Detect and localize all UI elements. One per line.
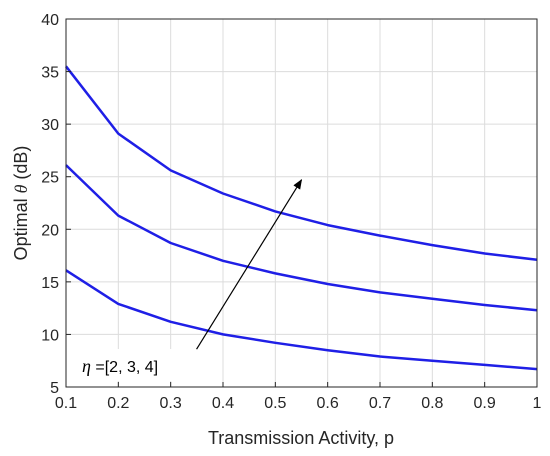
y-axis-ticks: 5 10 15 20 25 30 35 40 xyxy=(41,12,71,397)
y-tick-label: 35 xyxy=(41,65,59,82)
x-tick-label: 0.3 xyxy=(160,395,182,412)
x-tick-label: 0.6 xyxy=(317,395,339,412)
y-tick-label: 10 xyxy=(41,327,59,344)
annotation-text: =[2, 3, 4] xyxy=(91,359,158,376)
y-tick-label: 40 xyxy=(41,12,59,29)
series-line-2 xyxy=(65,164,538,312)
series-lines xyxy=(65,65,538,371)
x-tick-label: 0.8 xyxy=(421,395,443,412)
plot-frame xyxy=(65,18,538,388)
plot-area xyxy=(66,19,537,387)
x-axis-label: Transmission Activity, p xyxy=(208,428,394,448)
y-tick-label: 20 xyxy=(41,222,59,239)
y-tick-label: 25 xyxy=(41,170,59,187)
y-axis-label-prefix: Optimal xyxy=(11,193,31,260)
x-tick-label: 0.4 xyxy=(212,395,234,412)
series-line-1 xyxy=(65,269,538,371)
x-tick-label: 0.2 xyxy=(107,395,129,412)
y-tick-label: 30 xyxy=(41,117,59,134)
x-tick-label: 0.7 xyxy=(369,395,391,412)
series-line-3 xyxy=(65,65,538,262)
annotation-box xyxy=(76,349,188,381)
y-tick-label: 5 xyxy=(50,380,59,397)
y-axis-label-suffix: (dB) xyxy=(11,146,31,185)
x-tick-label: 0.1 xyxy=(55,395,77,412)
annotation-label: η =[2, 3, 4] xyxy=(82,356,158,376)
annotation-arrow xyxy=(196,179,303,350)
y-tick-label: 15 xyxy=(41,275,59,292)
y-axis-label-symbol: θ xyxy=(11,184,31,193)
x-axis-ticks: 0.1 0.2 0.3 0.4 0.5 0.6 0.7 0.8 0.9 1 xyxy=(55,382,542,412)
annotation: η =[2, 3, 4] xyxy=(76,179,303,381)
annotation-symbol: η xyxy=(82,356,91,376)
x-tick-label: 0.9 xyxy=(474,395,496,412)
y-axis-label: Optimal θ (dB) xyxy=(11,146,31,261)
x-tick-label: 0.5 xyxy=(264,395,286,412)
x-tick-label: 1 xyxy=(533,395,542,412)
